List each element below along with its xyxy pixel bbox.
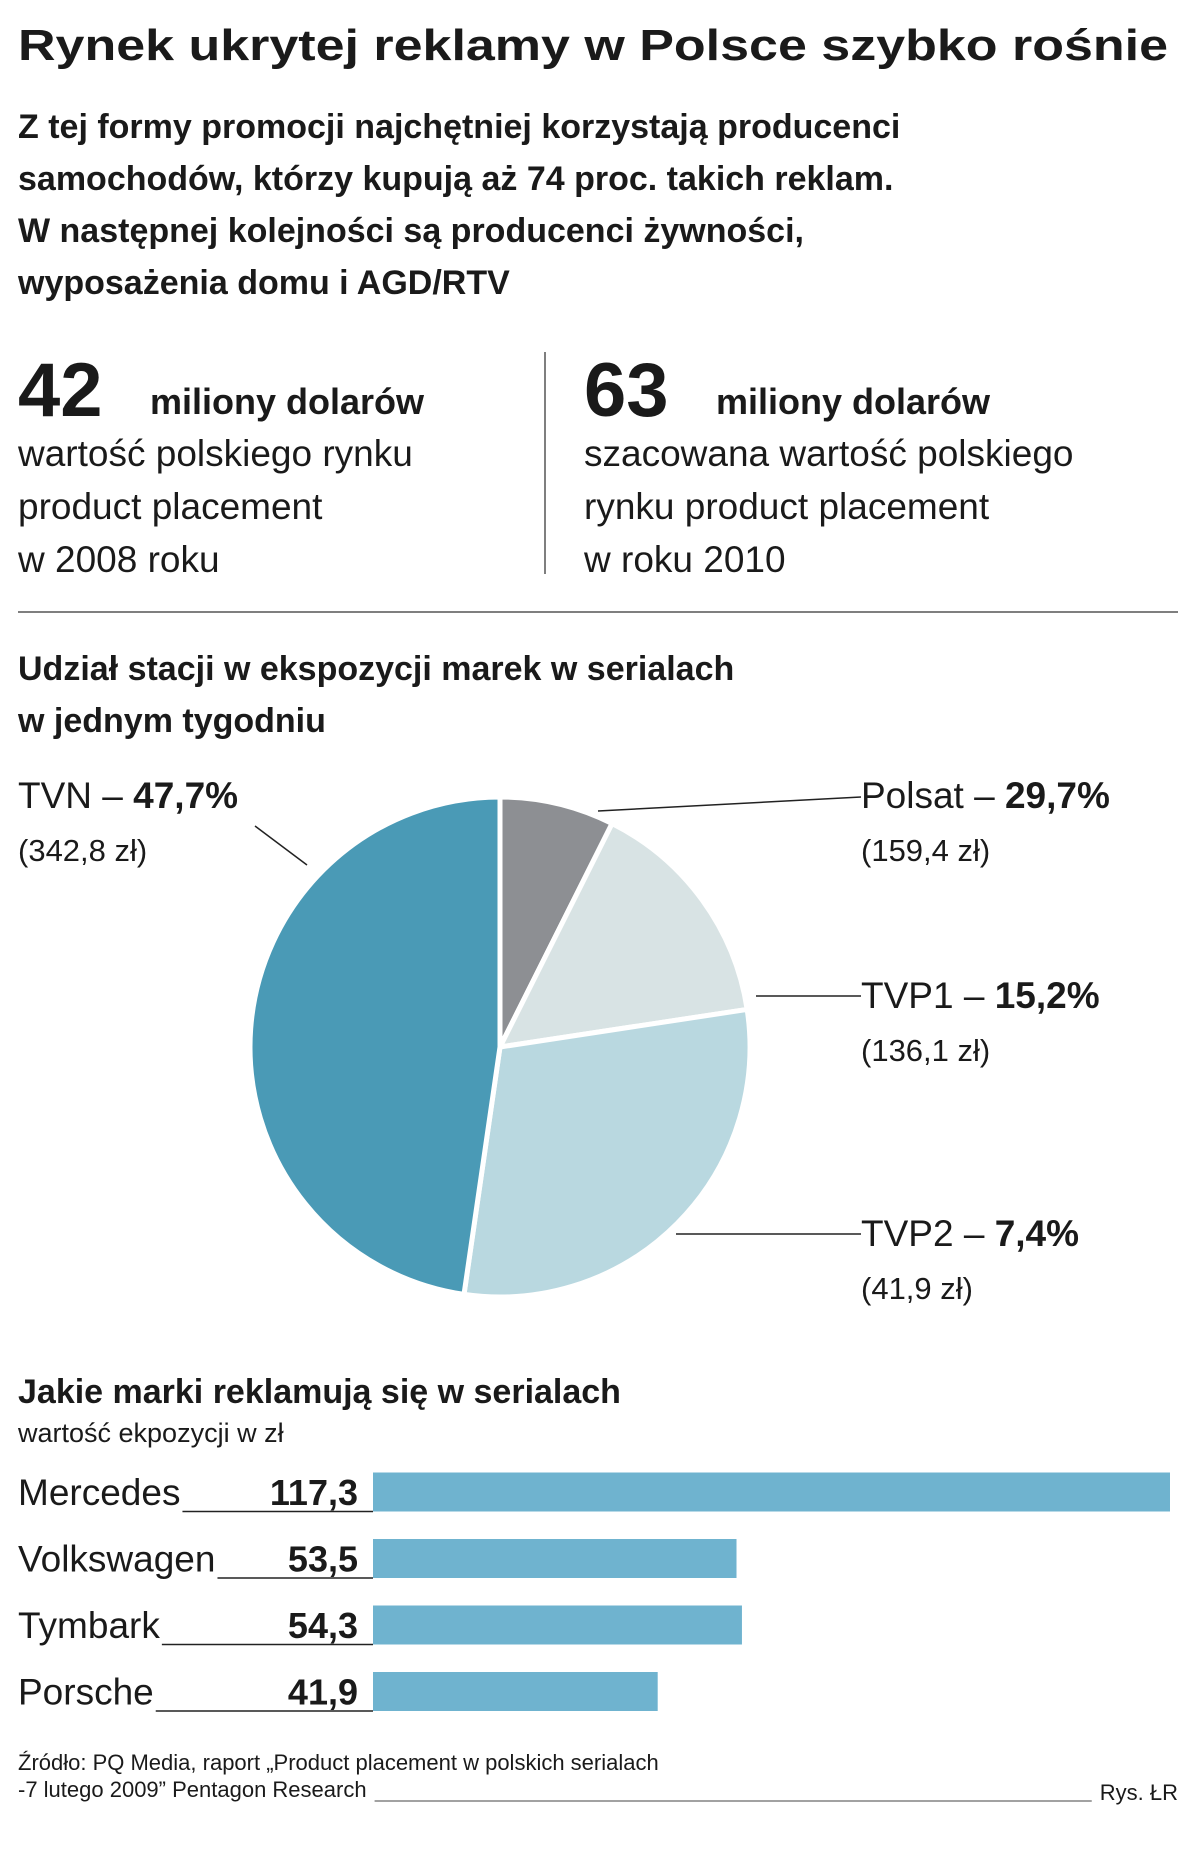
source: -7 lutego 2009” Pentagon Research	[18, 1777, 367, 1802]
slice-separator: –	[102, 775, 123, 816]
category-label: Tymbark	[18, 1605, 160, 1646]
stat-unit: miliony dolarów	[716, 381, 991, 422]
slice-amount: (136,1 zł)	[861, 1033, 990, 1068]
stat-description: wartość polskiego rynku	[17, 433, 413, 474]
category-label: Mercedes	[18, 1472, 180, 1513]
slice-value: 15,2%	[995, 975, 1100, 1016]
chart-title: Jakie marki reklamują się w serialach	[18, 1373, 621, 1411]
slice-label: TVP1 – 15,2%	[861, 975, 1100, 1016]
subtitle-line: wyposażenia domu i AGD/RTV	[17, 264, 510, 302]
slice-amount: (159,4 zł)	[861, 833, 990, 868]
stat-description: szacowana wartość polskiego	[584, 433, 1073, 474]
chart-title: Udział stacji w ekspozycji marek w seria…	[18, 650, 734, 688]
slice-amount: (342,8 zł)	[18, 833, 147, 868]
slice-name: TVP2	[861, 1213, 954, 1254]
value-label: 41,9	[288, 1672, 358, 1713]
stat-description: w 2008 roku	[17, 539, 220, 580]
subtitle-line: W następnej kolejności są producenci żyw…	[18, 212, 804, 250]
slice-label: TVP2 – 7,4%	[861, 1213, 1079, 1254]
leader-line	[597, 796, 862, 812]
category-label: Porsche	[18, 1672, 154, 1713]
chart-title: w jednym tygodniu	[17, 702, 326, 740]
slice-value: 29,7%	[1005, 775, 1110, 816]
subtitle-line: Z tej formy promocji najchętniej korzyst…	[18, 108, 900, 146]
slice-name: TVN	[18, 775, 92, 816]
stat-description: product placement	[18, 486, 323, 527]
chart-subtitle: wartość ekpozycji w zł	[17, 1418, 284, 1448]
slice-value: 47,7%	[133, 775, 238, 816]
slice-label: TVN – 47,7%	[18, 775, 238, 816]
slice-name: Polsat	[861, 775, 965, 816]
pie-slice	[461, 1006, 753, 1300]
bar	[373, 1539, 737, 1578]
value-label: 53,5	[288, 1539, 358, 1580]
slice-value: 7,4%	[995, 1213, 1079, 1254]
credit: Rys. ŁR	[1100, 1780, 1178, 1805]
stat-description: w roku 2010	[583, 539, 786, 580]
bar	[373, 1472, 1170, 1512]
source: Źródło: PQ Media, raport „Product placem…	[18, 1750, 659, 1775]
bar	[373, 1672, 658, 1711]
stat-unit: miliony dolarów	[150, 381, 425, 422]
title: Rynek ukrytej reklamy w Polsce szybko ro…	[18, 21, 1168, 70]
slice-amount: (41,9 zł)	[861, 1271, 973, 1306]
subtitle-line: samochodów, którzy kupują aż 74 proc. ta…	[18, 160, 893, 198]
slice-separator: –	[964, 975, 985, 1016]
slice-separator: –	[974, 775, 995, 816]
stat-description: rynku product placement	[584, 486, 990, 527]
pie-slice	[495, 820, 751, 1051]
slice-name: TVP1	[861, 975, 954, 1016]
category-label: Volkswagen	[18, 1539, 215, 1580]
value-label: 54,3	[288, 1605, 358, 1646]
slice-label: Polsat – 29,7%	[861, 775, 1110, 816]
pie-leaders	[254, 796, 862, 1235]
bar	[373, 1605, 742, 1645]
value-label: 117,3	[270, 1472, 358, 1513]
stat-value: 42	[18, 348, 103, 433]
stat-value: 63	[584, 348, 669, 433]
slice-separator: –	[964, 1213, 985, 1254]
leader-line	[254, 825, 308, 866]
pie-slice	[247, 794, 503, 1298]
